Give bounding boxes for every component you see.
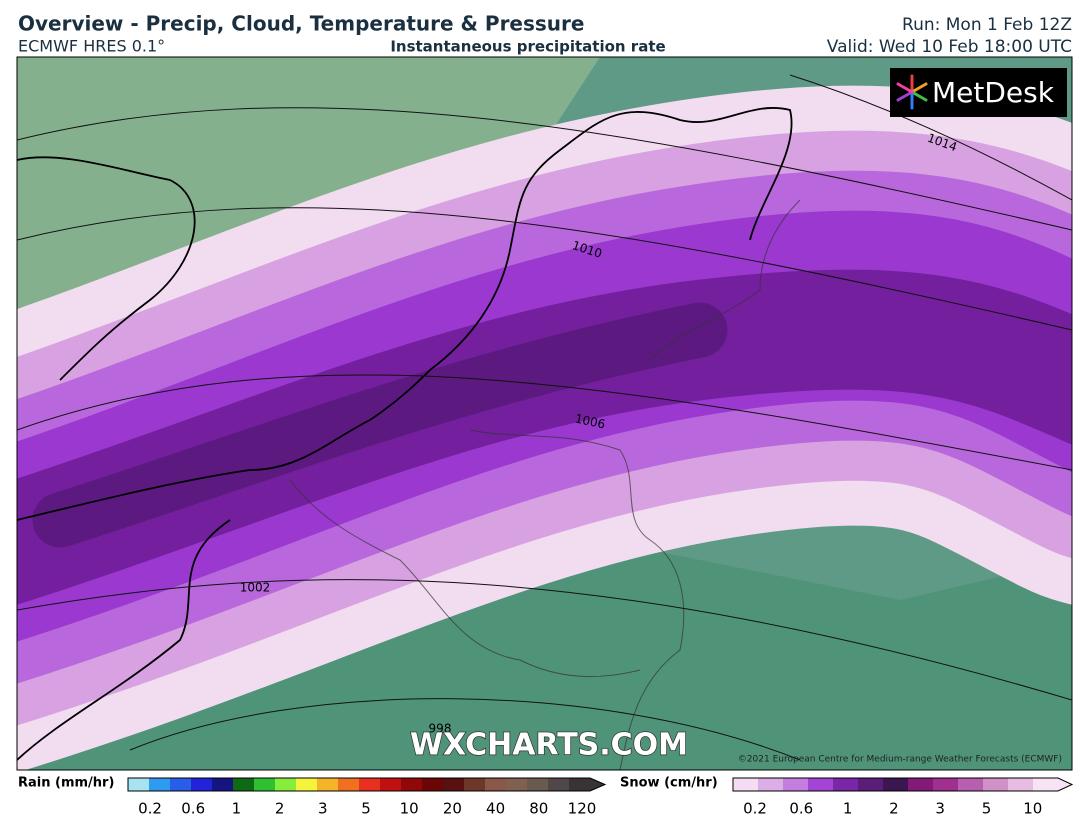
colorbar-segment	[548, 778, 570, 791]
colorbar-segment	[128, 778, 150, 791]
colorbar-segment	[380, 778, 402, 791]
isobar-label: 1002	[240, 581, 271, 595]
colorbar-outline	[732, 777, 1074, 792]
borders	[289, 199, 801, 770]
colorbar-segment	[958, 778, 984, 791]
colorbar-segment	[338, 778, 360, 791]
colorbar-tick-label: 0.2	[743, 800, 767, 818]
colorbar-segment	[275, 778, 297, 791]
colorbar-segment	[233, 778, 255, 791]
colorbar-segment	[149, 778, 171, 791]
colorbar-segment	[401, 778, 423, 791]
colorbar-tick-label: 10	[400, 800, 419, 818]
model: ECMWF HRES 0.1°	[18, 37, 165, 56]
colorbar-segment	[191, 778, 213, 791]
colorbar-tick-label: 0.2	[138, 800, 162, 818]
colorbar-segment	[808, 778, 834, 791]
snow-colorbar: 0.2 0.6 1 2 3 5 10	[732, 777, 1074, 818]
colorbar-segment	[783, 778, 809, 791]
colorbar-segment	[296, 778, 318, 791]
colorbar-tick-label: 40	[486, 800, 505, 818]
colorbar-segment	[464, 778, 486, 791]
colorbar-segment	[254, 778, 276, 791]
colorbar-segment	[758, 778, 784, 791]
title: Overview - Precip, Cloud, Temperature & …	[18, 12, 584, 36]
subtitle: Instantaneous precipitation rate	[390, 38, 665, 56]
precip-bands	[17, 85, 1072, 770]
colorbar-segment	[833, 778, 859, 791]
colorbar-segment	[733, 778, 759, 791]
rain-legend-label: Rain (mm/hr)	[18, 776, 114, 791]
valid: Valid: Wed 10 Feb 18:00 UTC	[827, 37, 1072, 57]
colorbar-segment	[883, 778, 909, 791]
rain-colorbar: 0.2 0.6 1 2 3 5 10 20 40 80 120	[127, 777, 607, 818]
colorbar-segment	[527, 778, 549, 791]
isobar-label: 998	[429, 722, 452, 736]
colorbar-segment	[1033, 778, 1059, 791]
watermark: WXCHARTS.COM	[410, 728, 688, 763]
run: Run: Mon 1 Feb 12Z	[902, 15, 1072, 35]
colorbar-segment	[908, 778, 934, 791]
colorbar-segment	[443, 778, 465, 791]
colorbar-tick-label: 1	[232, 800, 242, 818]
logo: MetDesk	[932, 76, 1055, 109]
colorbar-segment	[1008, 778, 1034, 791]
isobars	[17, 74, 1072, 761]
colorbar-tick-label: 2	[889, 800, 899, 818]
colorbar-tick-label: 120	[568, 800, 597, 818]
colorbar-segment	[170, 778, 192, 791]
logo-box	[890, 68, 1067, 117]
colorbar-tip	[1058, 778, 1072, 791]
colorbar-segment	[359, 778, 381, 791]
colorbar-tick-label: 0.6	[789, 800, 813, 818]
colorbar-outline	[127, 777, 607, 792]
colorbar-tick-label: 3	[318, 800, 328, 818]
copyright: ©2021 European Centre for Medium-range W…	[738, 755, 1062, 765]
colorbar-segment	[506, 778, 528, 791]
colorbar-tick-label: 5	[361, 800, 371, 818]
logo-icon	[896, 74, 928, 110]
colorbar-segment	[569, 778, 591, 791]
colorbar-segment	[858, 778, 884, 791]
colorbar-tick-label: 2	[275, 800, 285, 818]
colorbar-tick-label: 10	[1023, 800, 1042, 818]
colorbar-tick-label: 20	[443, 800, 462, 818]
coastlines	[17, 107, 793, 761]
colorbar-tick-label: 3	[935, 800, 945, 818]
colorbar-tip	[590, 778, 605, 791]
map: 1014 1010 1006 1002 998 WXCHARTS.COM ©20…	[17, 57, 1072, 770]
colorbar-segment	[317, 778, 339, 791]
colorbar-tick-label: 0.6	[181, 800, 205, 818]
colorbar-tick-label: 80	[529, 800, 548, 818]
colorbar-segment	[933, 778, 959, 791]
colorbar-segment	[485, 778, 507, 791]
colorbar-tick-label: 5	[982, 800, 992, 818]
colorbar-segment	[212, 778, 234, 791]
snow-legend-label: Snow (cm/hr)	[620, 776, 718, 791]
map-frame	[16, 56, 1073, 771]
colorbar-tick-label: 1	[843, 800, 853, 818]
isobar-label: 1006	[574, 411, 607, 431]
colorbar-segment	[983, 778, 1009, 791]
colorbar-segment	[422, 778, 444, 791]
